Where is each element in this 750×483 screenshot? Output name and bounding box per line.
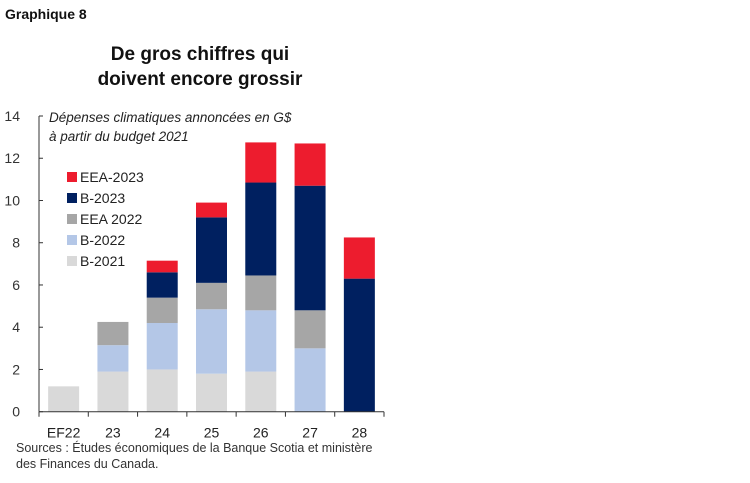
y-tick-label: 8: [12, 235, 20, 251]
bar-segment: [343, 237, 375, 279]
figure-label: Graphique 8: [5, 6, 87, 22]
x-tick-label: 27: [302, 425, 318, 441]
y-tick-label: 4: [12, 319, 20, 335]
x-tick-label: 26: [253, 425, 269, 441]
y-tick-label: 10: [4, 192, 20, 208]
chart-title: De gros chiffres qui doivent encore gros…: [60, 42, 340, 92]
bar-segment: [245, 371, 277, 412]
x-tick-label: 28: [352, 425, 368, 441]
legend-swatch: [67, 235, 77, 245]
bar-segment: [97, 321, 129, 346]
bar-segment: [146, 369, 178, 412]
bar-segment: [196, 309, 227, 374]
y-tick-label: 14: [4, 108, 20, 124]
bar-segment: [146, 272, 178, 298]
bar-segment: [97, 345, 129, 372]
source-line: Sources : Études économiques de la Banqu…: [16, 441, 373, 455]
bar-segment: [196, 217, 227, 283]
legend-swatch: [67, 256, 77, 266]
bar-segment: [146, 297, 178, 323]
x-tick-label: 25: [204, 425, 220, 441]
legend-label: B-2022: [80, 232, 125, 248]
legend-label: B-2023: [80, 190, 125, 206]
legend-label: EEA-2023: [80, 169, 144, 185]
bar-segment: [97, 371, 129, 412]
bar-segment: [294, 143, 326, 186]
bar-segment: [294, 348, 326, 412]
legend-label: B-2021: [80, 253, 125, 269]
bar-segment: [245, 142, 277, 183]
source-note: Sources : Études économiques de la Banqu…: [16, 440, 396, 472]
bar-segment: [196, 373, 227, 412]
y-tick-label: 2: [12, 361, 20, 377]
bar-segment: [245, 310, 277, 372]
bar-segment: [48, 386, 80, 412]
x-tick-label: EF22: [47, 425, 81, 441]
legend-swatch: [67, 172, 77, 182]
bar-segment: [343, 278, 375, 412]
bar-segment: [294, 185, 326, 311]
bar-segment: [146, 260, 178, 273]
y-tick-label: 12: [4, 150, 20, 166]
legend-swatch: [67, 193, 77, 203]
bar-segment: [146, 322, 178, 370]
x-tick-label: 24: [154, 425, 170, 441]
legend-label: EEA 2022: [80, 211, 142, 227]
chart-annotation: à partir du budget 2021: [49, 129, 189, 144]
x-tick-label: 23: [105, 425, 121, 441]
source-line: des Finances du Canada.: [16, 457, 159, 471]
bar-segment: [196, 282, 227, 310]
legend-swatch: [67, 214, 77, 224]
bar-segment: [196, 202, 227, 218]
bar-segment: [294, 310, 326, 349]
chart-annotation: Dépenses climatiques annoncées en G$: [49, 110, 292, 125]
title-line: De gros chiffres qui: [110, 44, 290, 65]
y-tick-label: 6: [12, 277, 20, 293]
bar-segment: [245, 182, 277, 276]
y-tick-label: 0: [12, 404, 20, 420]
bar-segment: [245, 275, 277, 311]
title-line: doivent encore grossir: [97, 69, 303, 90]
